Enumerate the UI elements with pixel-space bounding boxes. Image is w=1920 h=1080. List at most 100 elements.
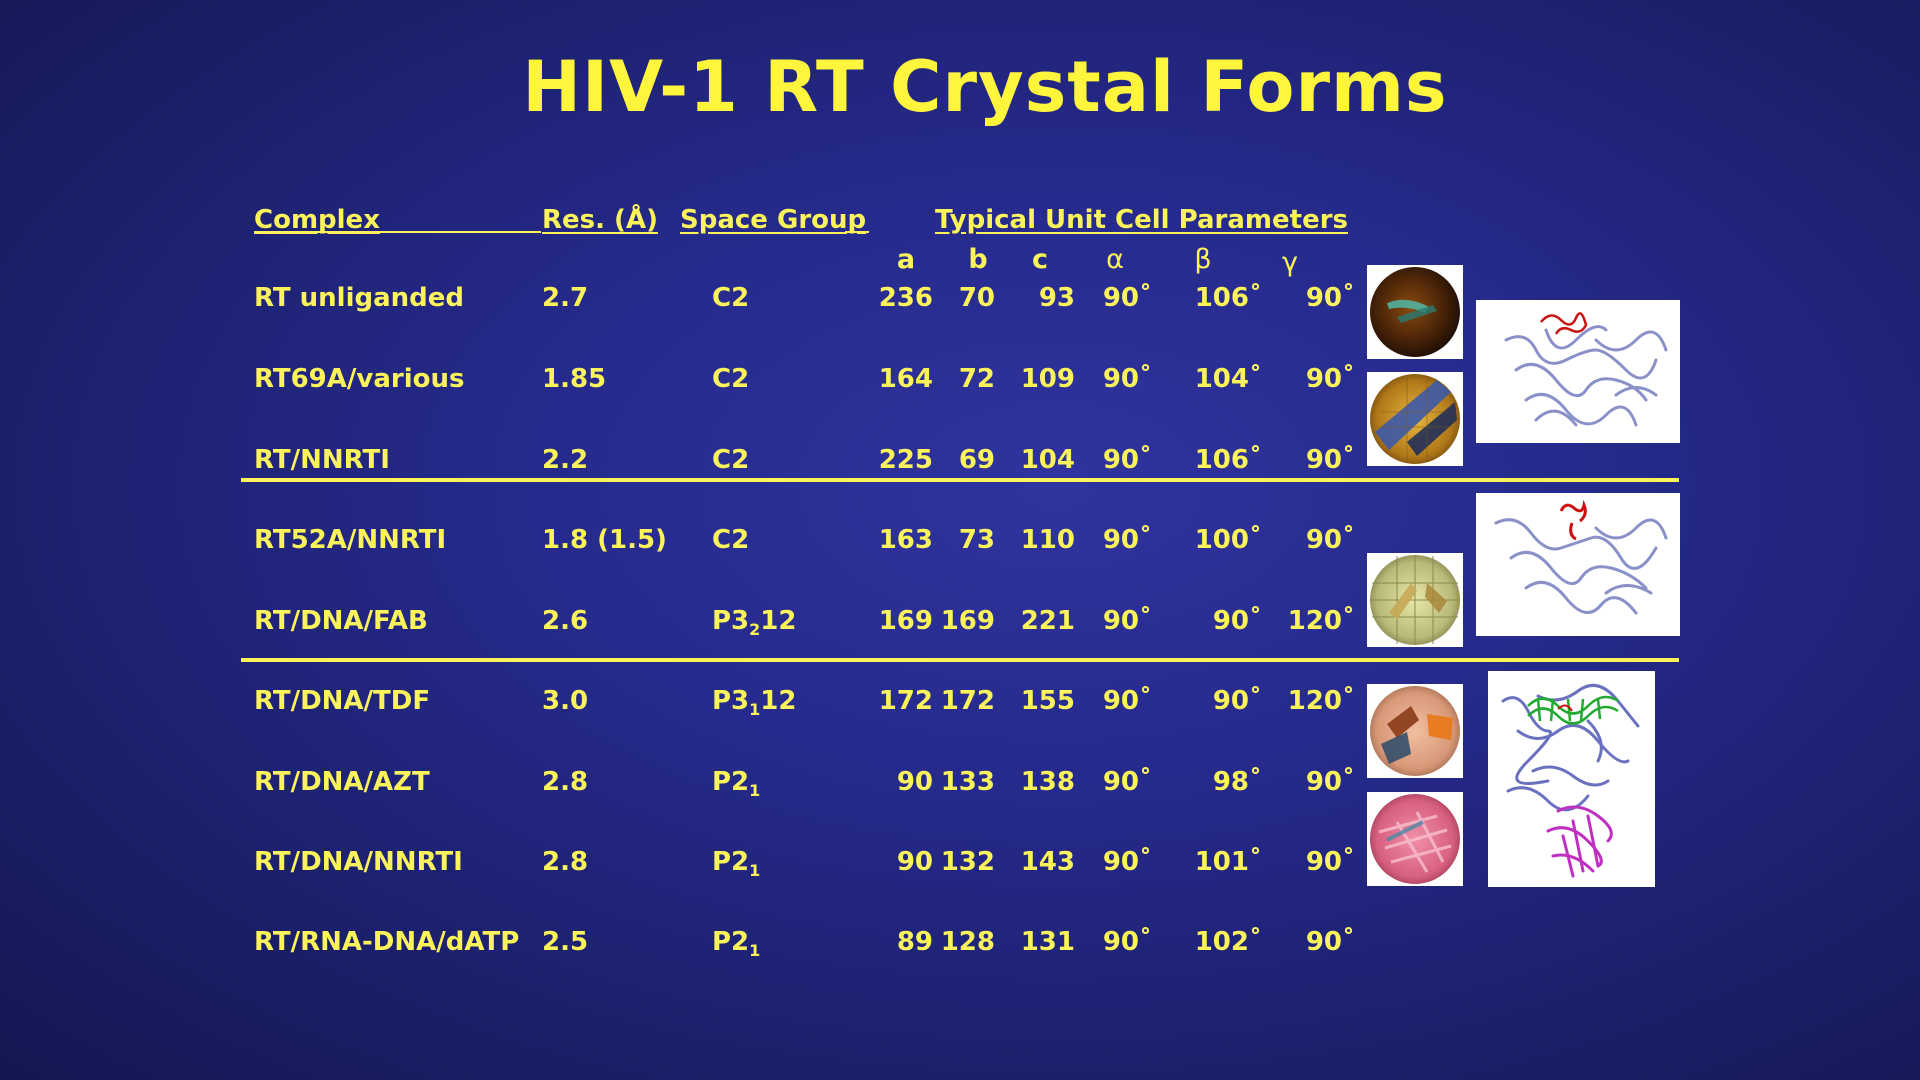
space-group-main: P3 [712, 606, 750, 636]
row-space-group: C2 [712, 283, 749, 322]
row-space-group: P3112 [712, 686, 796, 725]
row-alpha: 90˚ [1102, 606, 1152, 636]
row-beta: 102˚ [1194, 927, 1262, 957]
row-resolution: 1.8 (1.5) [542, 525, 667, 555]
row-beta: 90˚ [1212, 606, 1262, 636]
row-c: 93 [1038, 283, 1075, 313]
param-label-alpha: α [1106, 244, 1124, 275]
row-complex: RT/RNA-DNA/dATP [254, 927, 520, 957]
row-complex: RT/NNRTI [254, 445, 390, 475]
row-c: 138 [1020, 767, 1075, 797]
row-gamma: 90˚ [1305, 767, 1355, 797]
space-group-main: P2 [712, 767, 750, 797]
row-b: 73 [958, 525, 995, 555]
structure-1 [1476, 300, 1680, 443]
row-gamma: 90˚ [1305, 525, 1355, 555]
row-b: 128 [940, 927, 995, 957]
row-beta: 106˚ [1194, 283, 1262, 313]
param-label-gamma: γ [1282, 247, 1298, 278]
row-alpha: 90˚ [1102, 283, 1152, 313]
row-b: 132 [940, 847, 995, 877]
row-resolution: 2.8 [542, 847, 589, 877]
row-space-group: C2 [712, 445, 749, 484]
row-alpha: 90˚ [1102, 364, 1152, 394]
row-resolution: 3.0 [542, 686, 589, 716]
row-c: 109 [1020, 364, 1075, 394]
row-space-group: C2 [712, 525, 749, 564]
row-complex: RT/DNA/AZT [254, 767, 430, 797]
row-c: 131 [1020, 927, 1075, 957]
row-beta: 101˚ [1194, 847, 1262, 877]
row-c: 143 [1020, 847, 1075, 877]
row-gamma: 120˚ [1287, 686, 1355, 716]
space-group-main: C2 [712, 364, 750, 394]
space-group-main: C2 [712, 525, 750, 555]
row-alpha: 90˚ [1102, 767, 1152, 797]
row-space-group: P21 [712, 847, 760, 886]
row-complex: RT69A/various [254, 364, 465, 394]
row-alpha: 90˚ [1102, 847, 1152, 877]
header-space-group-rule [845, 231, 869, 233]
row-space-group: P21 [712, 767, 760, 806]
space-group-main: P3 [712, 686, 750, 716]
crystal-photo-3 [1367, 553, 1463, 647]
row-space-group: C2 [712, 364, 749, 403]
row-resolution: 2.8 [542, 767, 589, 797]
row-a: 236 [878, 283, 933, 313]
header-complex: Complex [254, 205, 380, 235]
ribbon-structure-icon [1504, 312, 1668, 427]
row-c: 104 [1020, 445, 1075, 475]
row-gamma: 90˚ [1305, 364, 1355, 394]
row-beta: 90˚ [1212, 686, 1262, 716]
space-group-main: P2 [712, 847, 750, 877]
space-group-main: C2 [712, 283, 750, 313]
space-group-subscript: 1 [749, 781, 761, 800]
row-b: 70 [958, 283, 995, 313]
row-beta: 104˚ [1194, 364, 1262, 394]
row-resolution: 1.85 [542, 364, 607, 394]
row-gamma: 90˚ [1305, 847, 1355, 877]
group-separator-2 [241, 658, 1679, 662]
row-beta: 106˚ [1194, 445, 1262, 475]
header-res: Res. (Å) [542, 205, 658, 235]
crystal-photo-icon [1370, 555, 1460, 645]
row-beta: 100˚ [1194, 525, 1262, 555]
header-space-group: Space Group [680, 205, 867, 235]
space-group-tail: 12 [760, 686, 797, 716]
space-group-subscript: 1 [749, 941, 761, 960]
header-complex-rule [254, 231, 541, 233]
crystal-photo-icon [1370, 267, 1460, 357]
row-space-group: P3212 [712, 606, 796, 645]
row-complex: RT/DNA/FAB [254, 606, 428, 636]
row-gamma: 90˚ [1305, 927, 1355, 957]
row-a: 164 [878, 364, 933, 394]
structure-3 [1488, 671, 1655, 887]
row-a: 89 [896, 927, 933, 957]
row-alpha: 90˚ [1102, 525, 1152, 555]
row-a: 163 [878, 525, 933, 555]
row-complex: RT/DNA/TDF [254, 686, 431, 716]
row-resolution: 2.5 [542, 927, 589, 957]
crystal-photo-1 [1367, 265, 1463, 359]
crystal-photo-4 [1367, 684, 1463, 778]
row-b: 169 [940, 606, 995, 636]
header-unit-cell: Typical Unit Cell Parameters [935, 205, 1349, 235]
row-gamma: 90˚ [1305, 445, 1355, 475]
row-a: 90 [896, 847, 933, 877]
row-beta: 98˚ [1212, 767, 1262, 797]
param-label-a: a [896, 244, 916, 275]
ribbon-structure-icon [1501, 683, 1640, 878]
row-alpha: 90˚ [1102, 686, 1152, 716]
row-c: 110 [1020, 525, 1075, 555]
row-complex: RT/DNA/NNRTI [254, 847, 463, 877]
row-c: 221 [1020, 606, 1075, 636]
structure-2 [1476, 493, 1680, 636]
row-alpha: 90˚ [1102, 445, 1152, 475]
crystal-photo-icon [1370, 686, 1460, 776]
space-group-main: P2 [712, 927, 750, 957]
row-resolution: 2.7 [542, 283, 589, 313]
param-label-beta: β [1194, 244, 1212, 275]
space-group-main: C2 [712, 445, 750, 475]
space-group-tail: 12 [760, 606, 797, 636]
row-b: 69 [958, 445, 995, 475]
